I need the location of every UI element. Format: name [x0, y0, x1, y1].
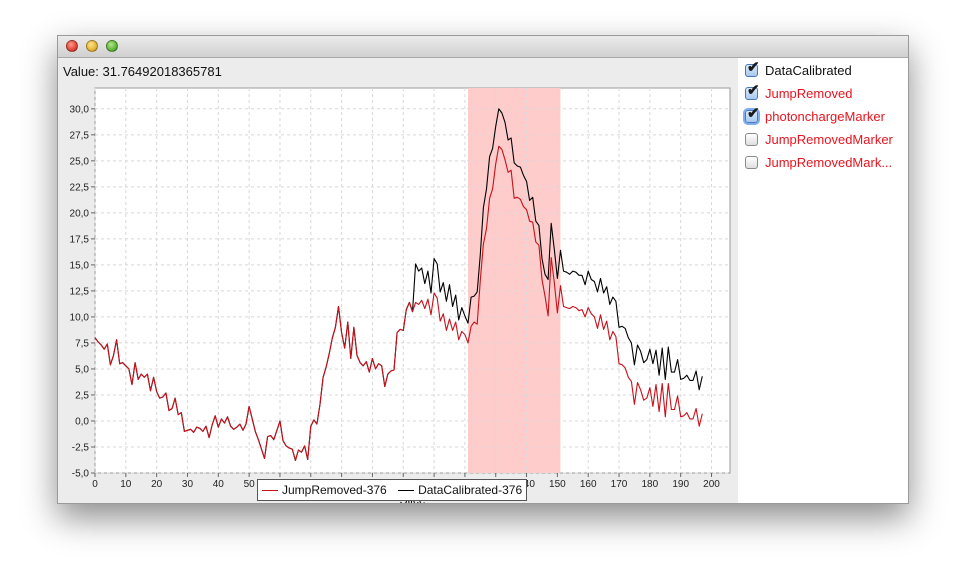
jumpremoved-checkbox[interactable]: ✔ [745, 83, 760, 100]
series-toggle-label: JumpRemovedMark... [765, 155, 893, 170]
series-line-jumpremoved-376 [94, 145, 703, 462]
x-tick-label: 200 [703, 479, 720, 490]
datacalibrated-checkbox[interactable]: ✔ [745, 60, 760, 77]
x-tick-label: 190 [672, 479, 689, 490]
line-chart[interactable]: 0102030405060708090100110120130140150160… [58, 58, 738, 503]
legend-label: DataCalibrated-376 [418, 483, 523, 497]
legend-label: JumpRemoved-376 [282, 483, 387, 497]
chart-legend: JumpRemoved-376 DataCalibrated-376 [257, 479, 528, 501]
highlight-band [467, 88, 561, 473]
series-toggle-label: JumpRemovedMarker [765, 132, 893, 147]
jumpremovedmarker-checkbox[interactable] [745, 133, 758, 146]
x-tick-label: 20 [151, 479, 163, 490]
y-tick-label: 17,5 [70, 234, 90, 245]
series-toggle-label: photonchargeMarker [765, 109, 885, 124]
legend-swatch [262, 490, 278, 491]
x-tick-label: 40 [213, 479, 225, 490]
y-tick-label: 0,0 [75, 416, 89, 427]
y-tick-label: 22,5 [70, 182, 90, 193]
zoom-window-button[interactable] [106, 40, 118, 52]
checkmark-icon: ✔ [747, 59, 760, 76]
x-tick-label: 10 [120, 479, 132, 490]
x-tick-label: 50 [244, 479, 256, 490]
y-tick-label: 5,0 [75, 364, 89, 375]
legend-item-jumpremoved: JumpRemoved-376 [262, 480, 387, 500]
jumpremovedmarker-2-checkbox[interactable] [745, 156, 758, 169]
x-tick-label: 170 [611, 479, 628, 490]
minimize-window-button[interactable] [86, 40, 98, 52]
series-toggle-label: JumpRemoved [765, 86, 853, 101]
y-tick-label: 2,5 [75, 390, 89, 401]
y-tick-label: 15,0 [70, 260, 90, 271]
y-tick-label: 7,5 [75, 338, 89, 349]
checkmark-icon: ✔ [747, 82, 760, 99]
y-tick-label: 20,0 [70, 208, 90, 219]
value-readout: Value: 31.76492018365781 [63, 64, 222, 79]
y-tick-label: -5,0 [72, 469, 90, 480]
y-tick-label: -2,5 [72, 442, 90, 453]
series-toggle-label: DataCalibrated [765, 63, 852, 78]
x-tick-label: 30 [182, 479, 194, 490]
x-tick-label: 180 [642, 479, 659, 490]
legend-swatch [398, 490, 415, 491]
photonchargemarker-checkbox[interactable]: ✔ [745, 106, 760, 123]
x-tick-label: 160 [580, 479, 597, 490]
app-window: Value: 31.76492018365781 010203040506070… [57, 35, 909, 504]
y-tick-label: 10,0 [70, 312, 90, 323]
y-tick-label: 27,5 [70, 130, 90, 141]
legend-item-datacalibrated: DataCalibrated-376 [398, 480, 522, 500]
series-visibility-panel: ✔ DataCalibrated ✔ JumpRemoved ✔ photonc… [738, 58, 908, 503]
plot-area [94, 87, 731, 474]
close-window-button[interactable] [66, 40, 78, 52]
x-tick-label: 150 [549, 479, 566, 490]
checkmark-icon: ✔ [747, 105, 760, 122]
y-tick-label: 25,0 [70, 156, 90, 167]
y-tick-label: 30,0 [70, 104, 90, 115]
title-bar[interactable] [58, 36, 908, 58]
y-tick-label: 12,5 [70, 286, 90, 297]
x-tick-label: 0 [92, 479, 98, 490]
